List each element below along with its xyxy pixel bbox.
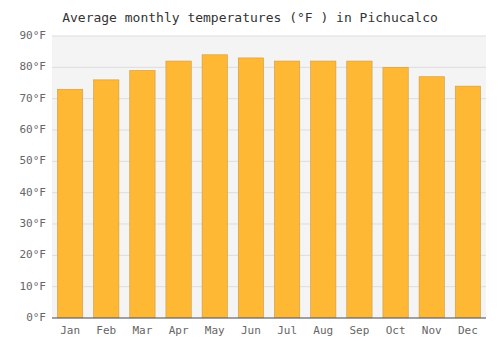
y-tick-label: 60°F — [20, 123, 47, 136]
x-tick-label: Aug — [313, 324, 333, 337]
x-tick-label: Apr — [169, 324, 189, 337]
bar — [57, 89, 82, 318]
bar — [94, 80, 119, 318]
x-tick-label: Nov — [422, 324, 442, 337]
bar — [455, 86, 480, 318]
bar — [238, 58, 263, 318]
x-tick-label: Jun — [241, 324, 261, 337]
x-tick-label: Jan — [60, 324, 80, 337]
x-tick-label: Oct — [386, 324, 406, 337]
x-tick-label: Feb — [96, 324, 116, 337]
bar — [274, 61, 299, 318]
y-tick-label: 30°F — [20, 217, 47, 230]
y-tick-label: 70°F — [20, 92, 47, 105]
page: {"chart_data": {"type": "bar", "title": … — [0, 0, 500, 350]
bar — [311, 61, 336, 318]
grid-line — [52, 67, 486, 68]
y-tick-label: 80°F — [20, 60, 47, 73]
x-tick-label: May — [205, 324, 225, 337]
x-tick-label: Sep — [349, 324, 369, 337]
y-tick-label: 20°F — [20, 248, 47, 261]
y-axis: 0°F 10°F 20°F 30°F 40°F 50°F 60°F 70°F 80°F 90°F — [20, 29, 487, 324]
bar — [419, 77, 444, 318]
x-tick-label: Jul — [277, 324, 297, 337]
x-axis: Jan Feb Mar Apr May Jun Jul Aug Sep Oct Nov Dec — [60, 324, 478, 337]
grid-line — [52, 318, 486, 319]
bar — [202, 55, 227, 318]
bar — [166, 61, 191, 318]
y-tick-label: 90°F — [20, 29, 47, 42]
bar — [347, 61, 372, 318]
x-tick-label: Dec — [458, 324, 478, 337]
y-tick-label: 50°F — [20, 154, 47, 167]
chart: 0°F 10°F 20°F 30°F 40°F 50°F 60°F 70°F 80°F 90°F J… — [0, 0, 500, 350]
plot-background — [52, 36, 486, 318]
y-tick-label: 0°F — [26, 311, 46, 324]
title: Average monthly temperatures (°F ) in Pi… — [62, 10, 438, 25]
y-tick-label: 40°F — [20, 186, 47, 199]
bars — [57, 55, 480, 318]
bar — [383, 67, 408, 318]
x-axis-line — [52, 318, 486, 319]
bar — [130, 70, 155, 318]
x-tick-label: Mar — [132, 324, 152, 337]
grid-line — [52, 36, 486, 37]
y-tick-label: 10°F — [20, 280, 47, 293]
